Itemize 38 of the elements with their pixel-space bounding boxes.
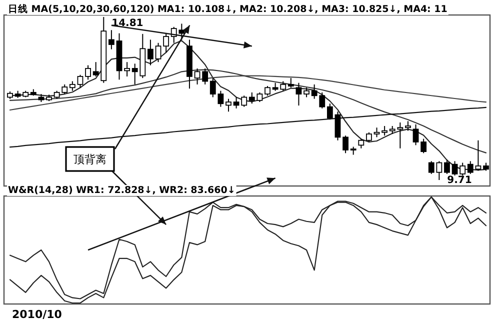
- candlestick: [444, 159, 450, 174]
- candlestick: [233, 96, 240, 109]
- candlestick: [226, 98, 232, 112]
- candlestick: [85, 64, 91, 80]
- chart-title: 日线 MA(5,10,20,30,60,120) MA1: 10.108↓, MA2: 10.208↓, MA3: 10.825↓, MA4: 11: [8, 3, 448, 15]
- candlestick: [420, 138, 427, 154]
- annotation: 9.71: [447, 175, 472, 186]
- candlestick: [241, 95, 248, 108]
- candlestick: [358, 138, 364, 149]
- candlestick: [366, 132, 372, 142]
- candlestick: [202, 68, 208, 85]
- annotation: 顶背离: [74, 153, 106, 166]
- candlestick: [288, 78, 294, 88]
- candlestick: [194, 68, 200, 85]
- candlestick: [342, 135, 348, 154]
- candlestick: [256, 92, 263, 103]
- candlestick: [460, 162, 466, 176]
- candlestick: [452, 160, 458, 176]
- candlestick: [296, 82, 302, 106]
- candlestick: [69, 80, 76, 92]
- candlestick: [334, 111, 341, 141]
- text: 2010/10: [12, 308, 62, 321]
- annotation: 14.81: [112, 18, 144, 29]
- candlestick: [155, 42, 162, 63]
- candlestick: [405, 120, 411, 132]
- candlestick: [374, 127, 380, 138]
- candlestick: [108, 30, 114, 50]
- candlestick: [264, 86, 270, 96]
- chart-title: W&R(14,28) WR1: 72.828↓, WR2: 83.660↓: [8, 185, 236, 196]
- candlestick: [382, 125, 388, 136]
- candlestick: [148, 39, 154, 66]
- candlestick: [412, 124, 419, 146]
- candlestick: [326, 103, 333, 120]
- candlestick: [304, 87, 310, 98]
- candlestick: [248, 92, 255, 104]
- candlestick: [124, 62, 130, 77]
- candlestick: [163, 32, 170, 53]
- candlestick: [77, 74, 84, 88]
